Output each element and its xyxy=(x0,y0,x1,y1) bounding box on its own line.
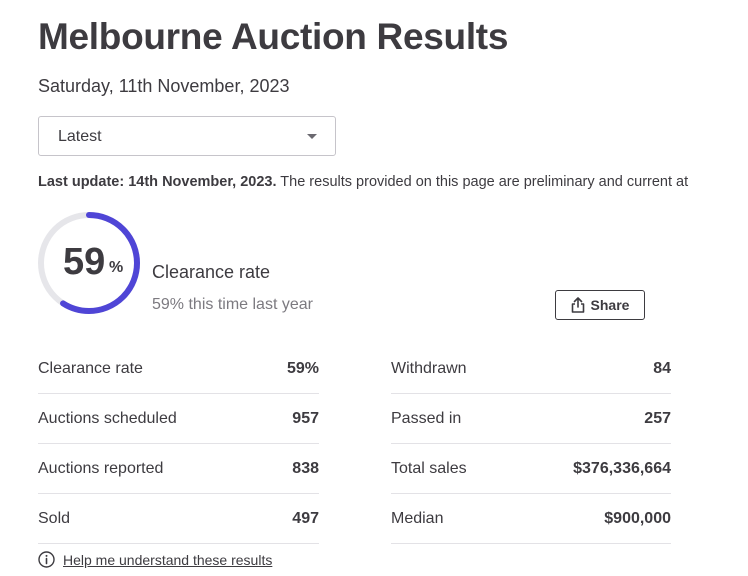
stat-label: Median xyxy=(391,509,444,527)
clearance-gauge xyxy=(38,212,140,314)
stat-value: 838 xyxy=(292,459,319,477)
stat-value: 59% xyxy=(286,359,319,377)
gauge-progress-arc xyxy=(38,212,140,314)
stat-value: $376,336,664 xyxy=(573,459,671,477)
clearance-rate-label: Clearance rate xyxy=(152,262,271,282)
stat-row: Sold 497 xyxy=(38,494,319,544)
stat-label: Sold xyxy=(38,509,71,527)
clearance-value: 59 xyxy=(63,241,106,283)
stat-row: Auctions reported 838 xyxy=(38,444,319,494)
stat-row: Auctions scheduled 957 xyxy=(38,394,319,444)
stat-label: Total sales xyxy=(391,459,467,477)
stat-value: 257 xyxy=(644,409,671,427)
stat-row: Median $900,000 xyxy=(391,494,671,544)
stat-row: Passed in 257 xyxy=(391,394,671,444)
stat-row: Total sales $376,336,664 xyxy=(391,444,671,494)
last-update-label: Last update: 14th November, 2023. xyxy=(38,174,277,190)
clearance-last-year: 59% this time last year xyxy=(152,296,313,313)
stat-value: $900,000 xyxy=(604,509,671,527)
stats-right-column: Withdrawn 84 Passed in 257 Total sales $… xyxy=(391,344,671,544)
last-update-text: Last update: 14th November, 2023. The re… xyxy=(38,174,688,190)
info-icon xyxy=(38,551,55,568)
results-period-select[interactable]: Latest xyxy=(38,116,336,156)
help-section: Help me understand these results xyxy=(38,551,272,568)
page-title: Melbourne Auction Results xyxy=(38,16,509,57)
stat-row: Clearance rate 59% xyxy=(38,344,319,394)
share-button[interactable]: Share xyxy=(555,290,645,320)
stat-value: 957 xyxy=(292,409,319,427)
help-link[interactable]: Help me understand these results xyxy=(63,551,273,568)
select-value: Latest xyxy=(58,128,102,145)
share-label: Share xyxy=(590,297,630,313)
stats-left-column: Clearance rate 59% Auctions scheduled 95… xyxy=(38,344,319,544)
stat-label: Auctions reported xyxy=(38,459,164,477)
stat-value: 84 xyxy=(653,359,671,377)
stat-label: Clearance rate xyxy=(38,359,143,377)
stat-label: Passed in xyxy=(391,409,462,427)
stat-label: Auctions scheduled xyxy=(38,409,177,427)
clearance-percent-sign: % xyxy=(109,259,124,276)
chevron-down-icon xyxy=(307,134,317,139)
last-update-note: The results provided on this page are pr… xyxy=(276,174,689,190)
stat-value: 497 xyxy=(292,509,319,527)
share-icon xyxy=(571,297,584,313)
results-date: Saturday, 11th November, 2023 xyxy=(38,76,290,96)
stat-row: Withdrawn 84 xyxy=(391,344,671,394)
stat-label: Withdrawn xyxy=(391,359,467,377)
